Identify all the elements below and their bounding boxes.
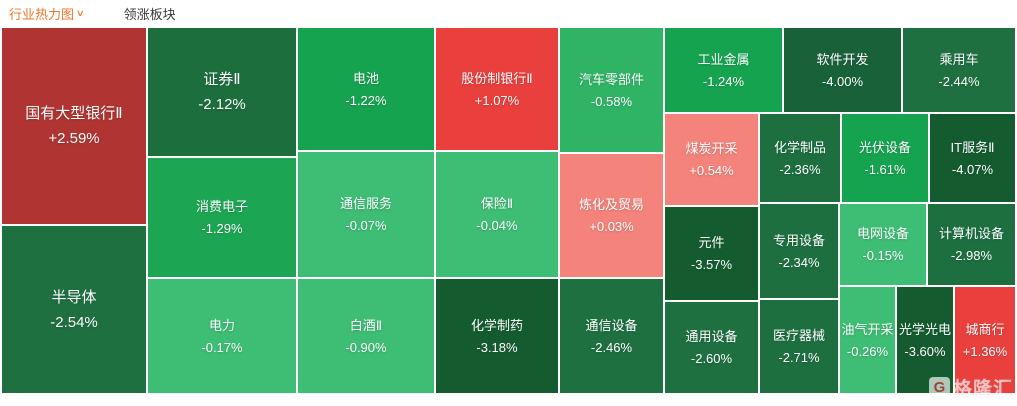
tile-sector-name: 保险Ⅱ	[480, 196, 514, 211]
tile-change-value: -2.44%	[938, 73, 980, 89]
tile-change-value: -2.12%	[198, 96, 246, 113]
tile-sector-name: 医疗器械	[772, 328, 825, 343]
tile-change-value: -1.22%	[345, 92, 387, 108]
treemap-tile[interactable]: 汽车零部件 -0.58%	[560, 28, 663, 152]
tile-change-value: -0.58%	[590, 93, 633, 109]
tile-sector-name: 电力	[208, 317, 235, 333]
tile-sector-name: 工业金属	[697, 51, 750, 67]
tile-sector-name: 软件开发	[816, 51, 869, 67]
tile-sector-name: 通用设备	[685, 329, 738, 344]
tile-sector-name: 消费电子	[195, 199, 248, 214]
tile-sector-name: 光伏设备	[858, 139, 911, 155]
tile-sector-name: 电网设备	[856, 226, 909, 241]
tile-change-value: -0.07%	[345, 218, 387, 233]
tile-sector-name: 汽车零部件	[578, 71, 644, 87]
treemap-tile[interactable]: 白酒Ⅱ -0.90%	[298, 279, 434, 393]
treemap-tile[interactable]: 炼化及贸易 +0.03%	[560, 154, 663, 277]
tile-sector-name: 城商行	[965, 321, 1005, 337]
treemap-tile[interactable]: 半导体 -2.54%	[2, 226, 146, 393]
tile-change-value: -2.71%	[778, 350, 820, 365]
tile-sector-name: 光学光电	[898, 321, 951, 337]
tile-change-value: +1.07%	[474, 92, 520, 108]
treemap-tile[interactable]: 化学制品 -2.36%	[760, 114, 840, 202]
treemap-tile[interactable]: 保险Ⅱ -0.04%	[436, 152, 558, 277]
tab-industry-heatmap-label: 行业热力图	[9, 7, 75, 22]
tile-sector-name: 股份制银行Ⅱ	[461, 70, 533, 86]
tile-sector-name: 通信设备	[585, 317, 638, 333]
treemap-tile[interactable]: 医疗器械 -2.71%	[760, 300, 838, 393]
tile-sector-name: 乘用车	[939, 51, 979, 67]
treemap-tile[interactable]: 乘用车 -2.44%	[903, 28, 1015, 112]
tile-change-value: -2.98%	[950, 248, 993, 263]
tile-change-value: -1.24%	[702, 73, 745, 89]
treemap-tile[interactable]: IT服务Ⅱ -4.07%	[930, 114, 1015, 202]
tile-change-value: -2.34%	[778, 254, 820, 270]
treemap-tile[interactable]: 电网设备 -0.15%	[840, 204, 926, 285]
tile-sector-name: 油气开采	[841, 321, 894, 337]
tile-change-value: -3.18%	[476, 339, 518, 355]
tile-change-value: +2.59%	[48, 130, 100, 147]
treemap-tile[interactable]: 工业金属 -1.24%	[665, 28, 782, 112]
tile-sector-name: 国有大型银行Ⅱ	[25, 105, 123, 122]
tile-change-value: -0.17%	[201, 339, 243, 355]
tile-sector-name: IT服务Ⅱ	[950, 139, 995, 155]
tile-sector-name: 半导体	[51, 288, 97, 306]
treemap-tile[interactable]: 通信设备 -2.46%	[560, 279, 663, 393]
tile-sector-name: 证券Ⅱ	[203, 71, 241, 88]
tile-change-value: -4.00%	[821, 73, 864, 89]
treemap-tile[interactable]: 煤炭开采 +0.54%	[665, 114, 758, 205]
treemap-tile[interactable]: 光伏设备 -1.61%	[842, 114, 928, 202]
treemap-tile[interactable]: 化学制药 -3.18%	[436, 279, 558, 393]
treemap-tile[interactable]: 证券Ⅱ -2.12%	[148, 28, 296, 156]
tile-change-value: -1.61%	[864, 161, 906, 177]
tab-industry-heatmap[interactable]: 行业热力图 ∨	[9, 4, 85, 23]
tab-leading-sectors[interactable]: 领涨板块	[123, 7, 176, 22]
tile-change-value: -0.90%	[345, 339, 387, 355]
treemap-tile[interactable]: 国有大型银行Ⅱ +2.59%	[2, 28, 146, 224]
tile-change-value: +0.03%	[589, 219, 634, 234]
tile-change-value: -2.60%	[690, 351, 733, 366]
tile-sector-name: 元件	[698, 235, 725, 250]
tile-sector-name: 电池	[352, 70, 379, 86]
treemap-tile[interactable]: 电池 -1.22%	[298, 28, 434, 150]
tile-change-value: -4.07%	[951, 161, 994, 177]
treemap-tile[interactable]: 光学光电 -3.60%	[897, 287, 953, 393]
tile-change-value: -0.26%	[846, 343, 889, 359]
tile-change-value: -3.60%	[904, 343, 946, 359]
treemap-tile[interactable]: 电力 -0.17%	[148, 279, 296, 393]
tile-change-value: -2.54%	[50, 313, 98, 331]
tile-change-value: +1.36%	[962, 343, 1008, 359]
treemap-tile[interactable]: 通用设备 -2.60%	[665, 302, 758, 393]
tile-sector-name: 炼化及贸易	[578, 197, 644, 212]
tile-change-value: -0.04%	[476, 218, 518, 233]
treemap-tile[interactable]: 油气开采 -0.26%	[840, 287, 895, 393]
tile-sector-name: 专用设备	[772, 232, 825, 248]
treemap-tile[interactable]: 元件 -3.57%	[665, 207, 758, 300]
tile-change-value: -1.29%	[201, 221, 243, 236]
tile-sector-name: 煤炭开采	[685, 141, 738, 156]
tile-sector-name: 计算机设备	[938, 226, 1004, 241]
tile-sector-name: 化学制药	[470, 317, 523, 333]
tile-change-value: -2.46%	[590, 339, 633, 355]
tile-change-value: -0.15%	[862, 248, 904, 263]
tile-sector-name: 化学制品	[773, 139, 826, 155]
tile-change-value: -3.57%	[690, 257, 733, 272]
treemap-tile[interactable]: 计算机设备 -2.98%	[928, 204, 1015, 285]
tile-change-value: -2.36%	[779, 161, 821, 177]
treemap-tile[interactable]: 股份制银行Ⅱ +1.07%	[436, 28, 558, 150]
header-bar: 行业热力图 ∨ 领涨板块	[0, 0, 1017, 27]
treemap-tile[interactable]: 软件开发 -4.00%	[784, 28, 901, 112]
tile-change-value: +0.54%	[689, 163, 734, 178]
treemap-tile[interactable]: 城商行 +1.36%	[955, 287, 1015, 393]
tile-sector-name: 白酒Ⅱ	[349, 317, 383, 333]
chevron-down-icon: ∨	[75, 8, 85, 18]
tile-sector-name: 通信服务	[339, 196, 392, 211]
treemap-tile[interactable]: 消费电子 -1.29%	[148, 158, 296, 277]
treemap-tile[interactable]: 通信服务 -0.07%	[298, 152, 434, 277]
treemap-tile[interactable]: 专用设备 -2.34%	[760, 204, 838, 298]
